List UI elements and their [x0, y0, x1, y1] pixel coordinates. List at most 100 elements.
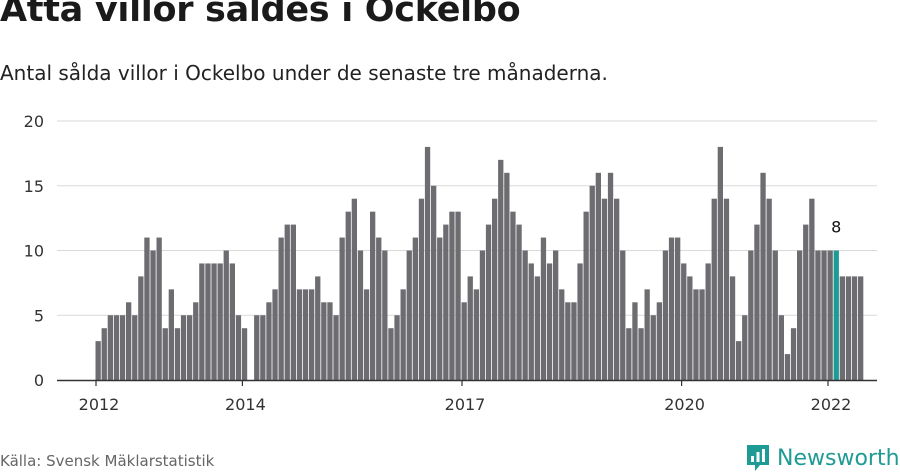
- bar: [437, 237, 443, 380]
- bar: [272, 289, 278, 380]
- bar: [662, 250, 669, 380]
- bar: [443, 224, 449, 380]
- bar: [510, 211, 516, 380]
- bar: [583, 211, 589, 380]
- bar: [778, 315, 784, 380]
- bar: [144, 237, 150, 380]
- bar: [577, 263, 583, 380]
- bar: [790, 328, 797, 380]
- bar: [675, 237, 681, 380]
- highlight-data-label: 8: [831, 218, 841, 237]
- bar: [614, 198, 620, 380]
- bar: [717, 146, 723, 380]
- bar: [626, 328, 632, 380]
- bar: [693, 289, 699, 380]
- bar: [461, 302, 467, 380]
- bar: [241, 328, 248, 380]
- brand-logo: Newsworthy: [745, 443, 900, 473]
- bar: [455, 211, 461, 380]
- bar: [553, 250, 559, 380]
- bar: [406, 250, 412, 380]
- bar-highlight: [833, 250, 839, 380]
- bar: [174, 328, 181, 380]
- bar: [363, 289, 370, 380]
- chart-subtitle: Antal sålda villor i Ockelbo under de se…: [0, 61, 608, 85]
- bar: [559, 289, 565, 380]
- x-tick-label: 2012: [79, 395, 120, 414]
- bar: [565, 302, 571, 380]
- bar: [784, 354, 791, 380]
- bar: [479, 250, 486, 380]
- bar: [467, 276, 473, 380]
- bar: [815, 250, 821, 380]
- bar: [498, 159, 504, 380]
- bar: [162, 328, 168, 380]
- bar: [290, 224, 296, 380]
- bar: [485, 224, 492, 380]
- bar: [851, 276, 858, 380]
- x-tick-label: 2022: [811, 395, 852, 414]
- bar: [473, 289, 479, 380]
- bar: [412, 237, 418, 380]
- bar: [260, 315, 266, 380]
- bar: [284, 224, 290, 380]
- bar: [199, 263, 205, 380]
- bar: [723, 198, 730, 380]
- bar: [668, 237, 675, 380]
- bar: [546, 263, 553, 380]
- x-tick-label: 2017: [445, 395, 486, 414]
- brand-name: Newsworthy: [777, 445, 900, 471]
- bar: [150, 250, 156, 380]
- bar: [132, 315, 138, 380]
- bar: [315, 276, 321, 380]
- bar: [809, 198, 815, 380]
- bar: [711, 198, 717, 380]
- bar: [620, 250, 626, 380]
- bar: [193, 302, 199, 380]
- bar: [681, 263, 687, 380]
- bar: [821, 250, 827, 380]
- bar: [223, 250, 229, 380]
- bar: [705, 263, 711, 380]
- y-tick-label: 20: [24, 112, 44, 131]
- bar: [736, 341, 742, 380]
- bar: [516, 224, 522, 380]
- bar: [357, 250, 364, 380]
- bar: [729, 276, 736, 380]
- bar: [650, 315, 656, 380]
- bar: [845, 276, 852, 380]
- bar: [339, 237, 345, 380]
- bar: [644, 289, 650, 380]
- bar: [540, 237, 547, 380]
- bar: [748, 250, 754, 380]
- bar: [638, 328, 644, 380]
- bar: [656, 302, 662, 380]
- bar: [803, 224, 809, 380]
- bar: [211, 263, 217, 380]
- bar: [632, 302, 638, 380]
- bar: [376, 237, 382, 380]
- bar: [388, 328, 394, 380]
- bar: [699, 289, 705, 380]
- bar: [492, 198, 498, 380]
- bar: [266, 302, 272, 380]
- bar: [119, 315, 126, 380]
- bar: [522, 250, 528, 380]
- bar: [126, 302, 132, 380]
- newsworthy-logo-icon: [747, 445, 769, 471]
- bar: [333, 315, 339, 380]
- chart-title: Åtta villor såldes i Ockelbo: [0, 0, 521, 30]
- bar: [254, 315, 260, 380]
- bar: [528, 263, 534, 380]
- bar: [156, 237, 162, 380]
- bar: [595, 172, 601, 380]
- bar: [424, 146, 431, 380]
- bar: [113, 315, 120, 380]
- y-tick-label: 0: [34, 371, 44, 390]
- x-tick-label: 2020: [664, 395, 705, 414]
- bar: [431, 185, 437, 380]
- bar: [187, 315, 193, 380]
- bar: [571, 302, 577, 380]
- bar: [797, 250, 803, 380]
